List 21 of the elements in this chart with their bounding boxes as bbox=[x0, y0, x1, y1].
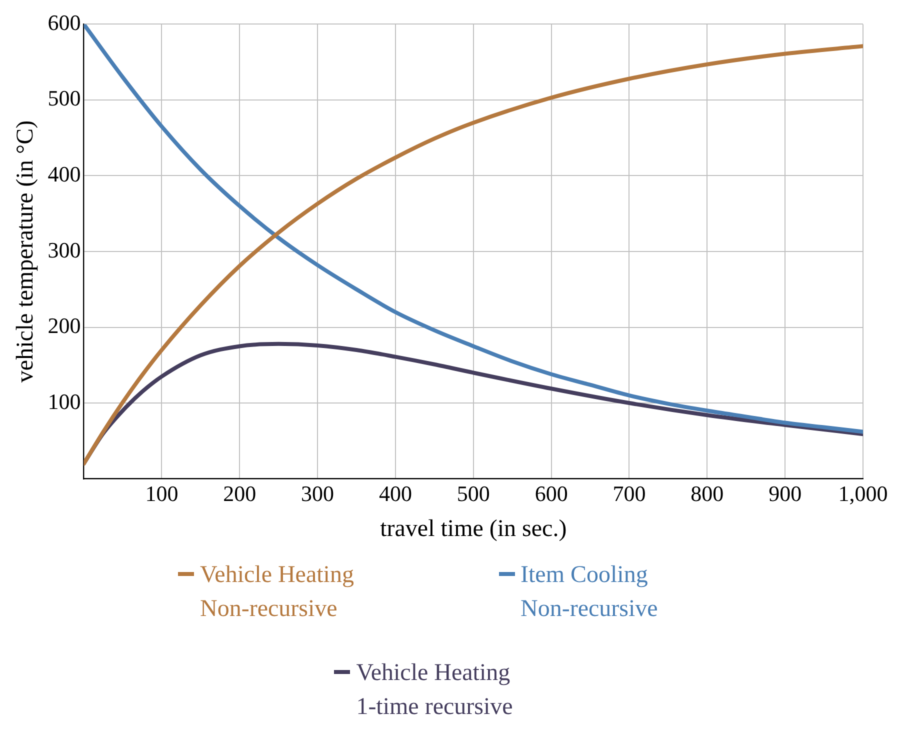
legend-label: Vehicle Heating 1-time recursive bbox=[356, 659, 513, 722]
x-tick-label: 700 bbox=[612, 480, 646, 506]
x-tick-label: 200 bbox=[223, 480, 256, 506]
y-tick-label: 200 bbox=[48, 313, 81, 338]
x-tick-label: 600 bbox=[534, 480, 568, 506]
y-tick-label: 500 bbox=[48, 86, 81, 111]
x-tick-label: 1,000 bbox=[838, 480, 888, 506]
y-axis-title: vehicle temperature (in °C) bbox=[12, 120, 39, 383]
x-tick-label: 400 bbox=[378, 480, 412, 506]
legend-label: Item Cooling Non-recursive bbox=[520, 561, 658, 624]
x-tick-label: 800 bbox=[690, 480, 724, 506]
x-tick-label: 500 bbox=[456, 480, 490, 506]
y-tick-label: 300 bbox=[48, 237, 81, 262]
y-tick-label: 100 bbox=[48, 388, 81, 414]
x-tick-label: 300 bbox=[301, 480, 334, 506]
legend-label: Vehicle Heating Non-recursive bbox=[200, 561, 354, 624]
x-axis-title: travel time (in sec.) bbox=[380, 516, 567, 542]
x-tick-label: 100 bbox=[145, 480, 178, 506]
y-tick-label: 400 bbox=[48, 162, 81, 187]
y-tick-label: 600 bbox=[48, 10, 81, 35]
x-tick-label: 900 bbox=[768, 480, 802, 506]
